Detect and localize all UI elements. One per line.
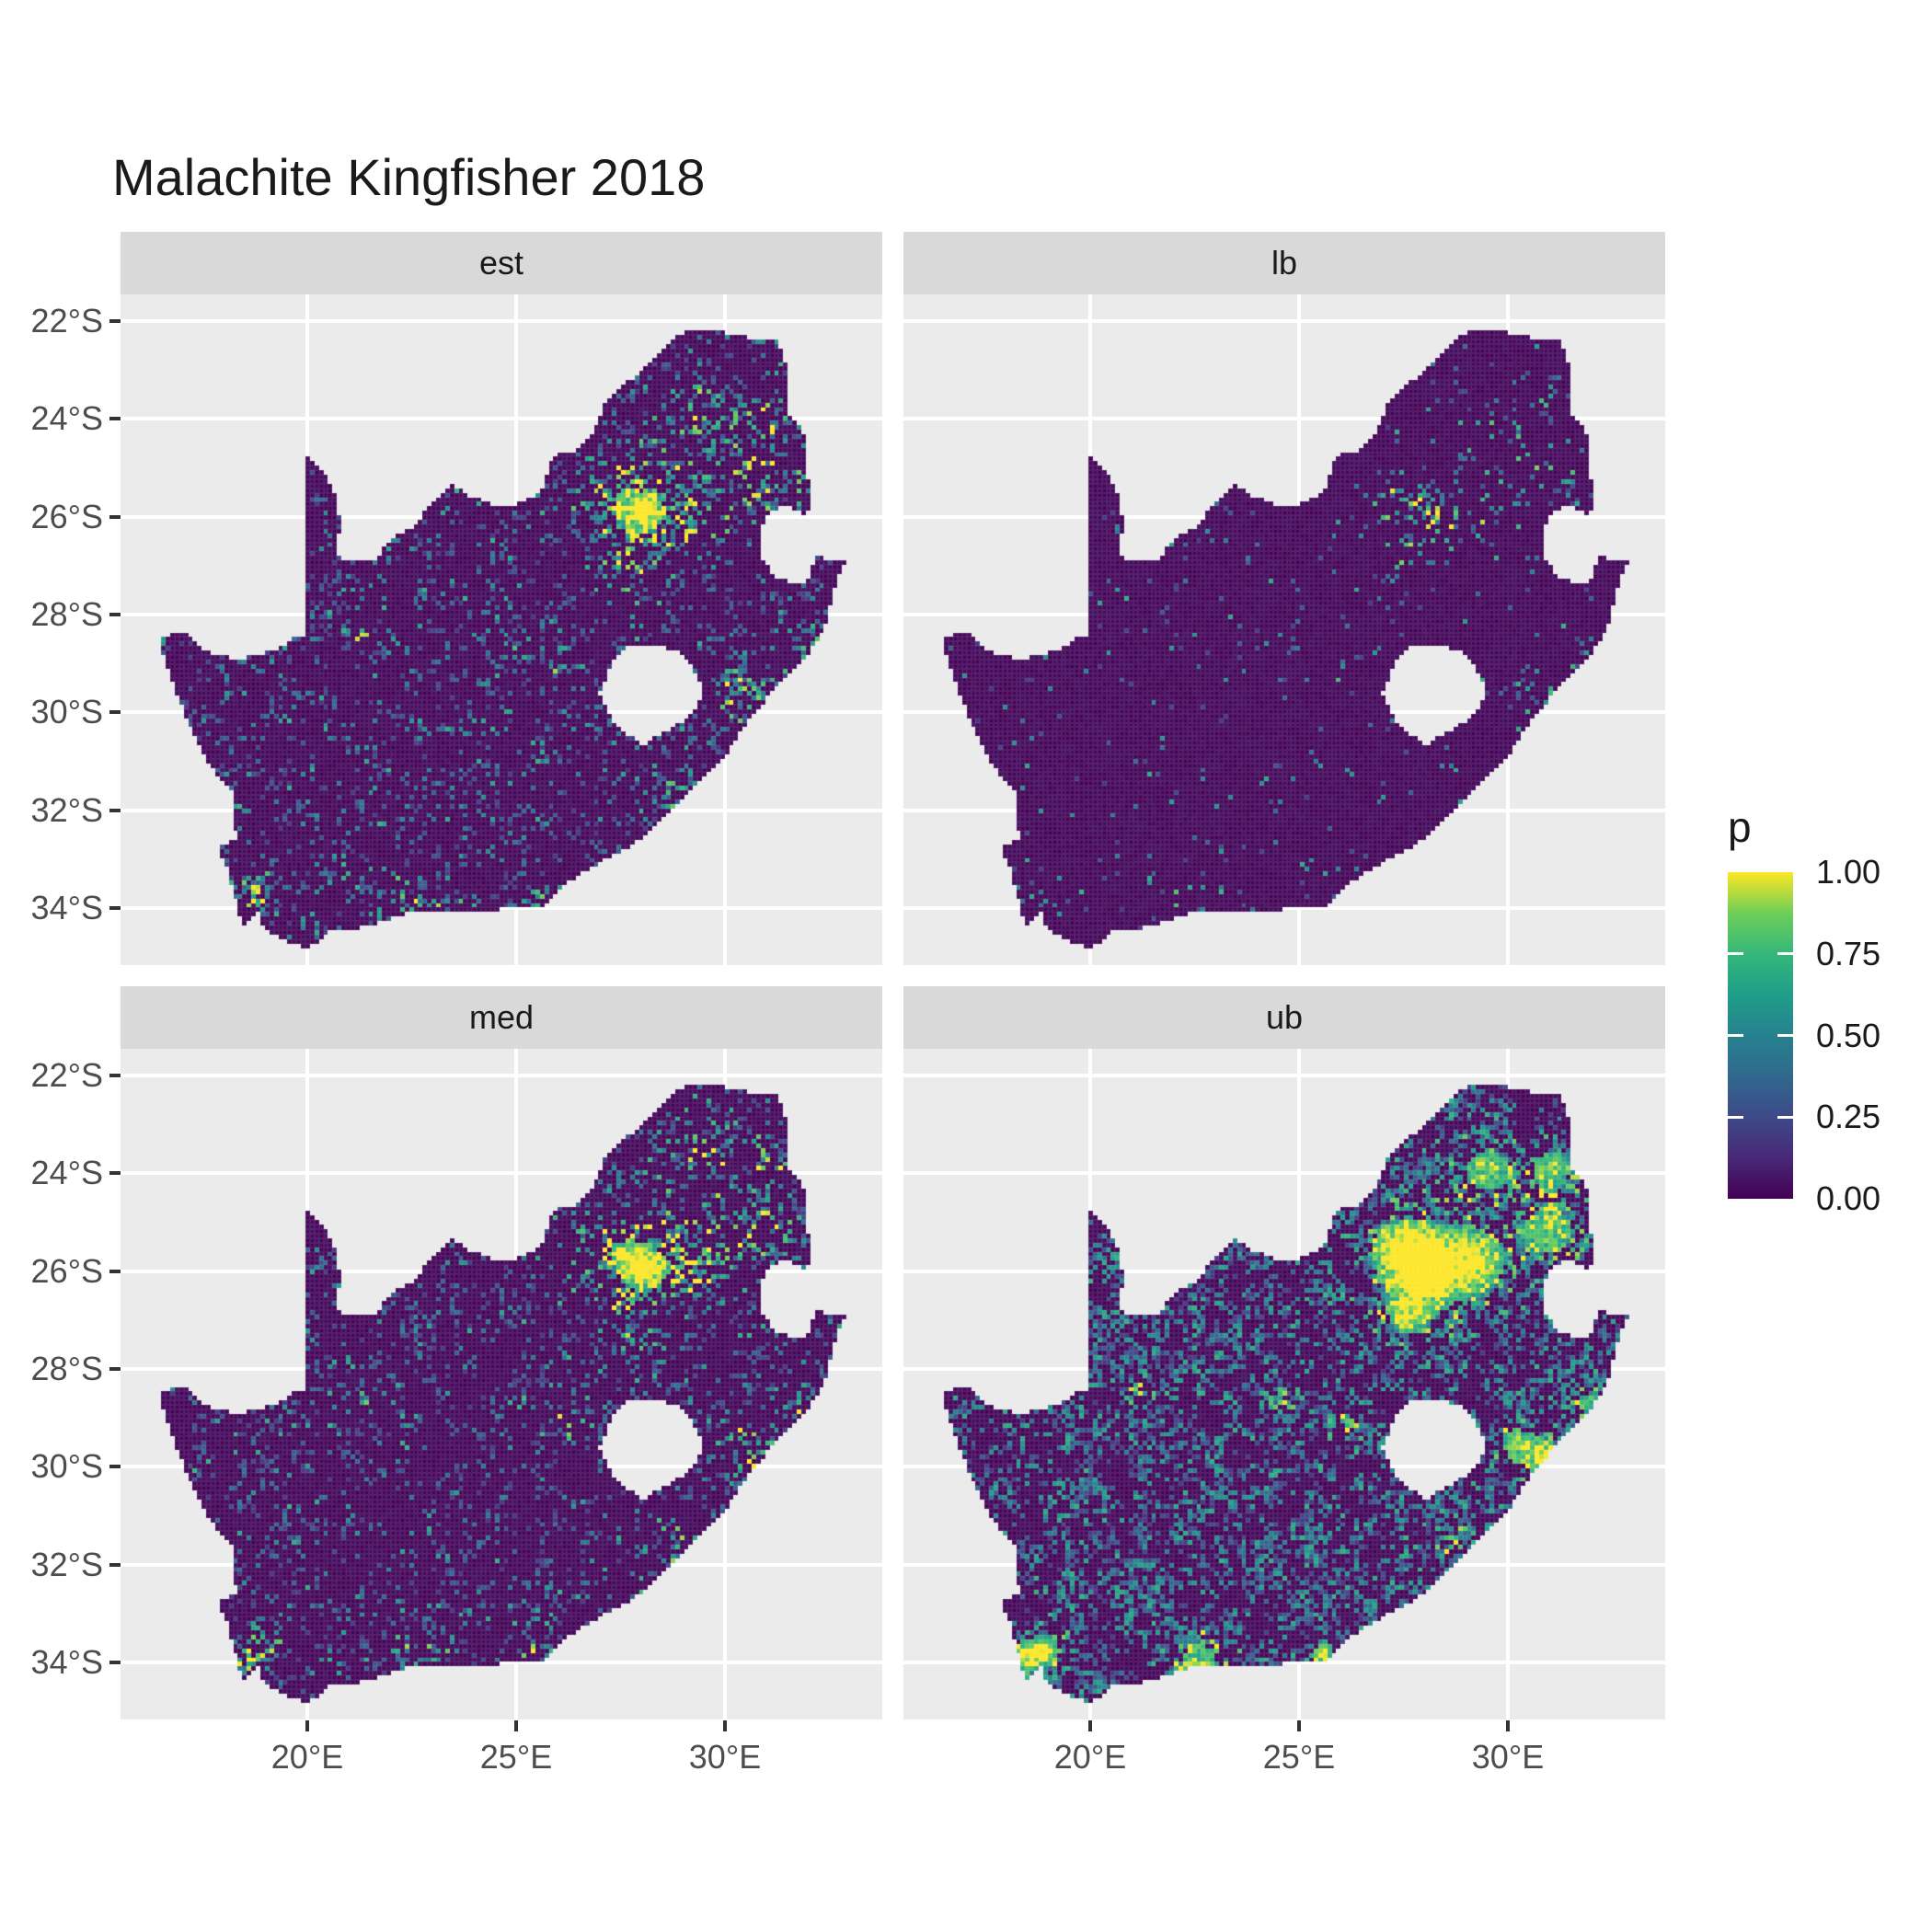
x-axis-tick-label: 25°E (1262, 1738, 1336, 1776)
y-axis-tick-mark (109, 1366, 121, 1371)
facet-panel-ub (903, 1049, 1665, 1719)
facet-strip-label: lb (1271, 244, 1298, 282)
legend-tick-mark (1777, 1034, 1793, 1037)
y-axis-tick-label: 24°S (30, 1154, 103, 1192)
legend-tick-mark (1728, 952, 1743, 956)
y-axis-tick-mark (109, 1660, 121, 1664)
legend-tick-mark (1777, 952, 1793, 956)
y-axis-tick-label: 32°S (30, 790, 103, 829)
facet-strip-med: med (121, 986, 882, 1049)
y-axis-tick-mark (109, 1562, 121, 1567)
y-axis-tick-label: 28°S (30, 594, 103, 633)
y-axis-tick-mark (109, 1074, 121, 1077)
facet-strip-ub: ub (903, 986, 1665, 1049)
x-axis-tick-label: 20°E (1053, 1738, 1127, 1776)
facet-strip-lb: lb (903, 232, 1665, 294)
legend-tick-label: 0.75 (1816, 934, 1881, 972)
y-axis-tick-label: 32°S (30, 1545, 103, 1583)
y-axis-tick-label: 28°S (30, 1349, 103, 1387)
x-axis-tick-mark (1506, 1720, 1510, 1731)
plot-title: Malachite Kingfisher 2018 (112, 148, 706, 206)
y-axis-tick-mark (109, 417, 121, 421)
x-axis-tick-label: 30°E (1471, 1738, 1545, 1776)
x-axis-tick-label: 25°E (479, 1738, 553, 1776)
legend-tick-mark (1728, 1115, 1743, 1119)
legend-title: p (1728, 803, 1752, 851)
x-axis-tick-mark (305, 1720, 309, 1731)
legend-tick-label: 0.50 (1816, 1016, 1881, 1054)
facet-panel-est (121, 294, 882, 965)
legend-tick-label: 1.00 (1816, 853, 1881, 891)
x-axis-tick-mark (723, 1720, 727, 1731)
facet-panel-lb (903, 294, 1665, 965)
facet-strip-label: est (478, 244, 524, 282)
y-axis-tick-label: 34°S (30, 1642, 103, 1681)
legend-tick-label: 0.25 (1816, 1098, 1881, 1136)
y-axis-tick-mark (109, 514, 121, 519)
x-axis-tick-mark (514, 1720, 518, 1731)
y-axis-tick-label: 26°S (30, 1251, 103, 1290)
y-axis-tick-label: 22°S (30, 302, 103, 339)
map-canvas-lb (903, 294, 1665, 965)
y-axis-tick-label: 34°S (30, 888, 103, 926)
x-axis-tick-mark (1297, 1720, 1301, 1731)
legend-tick-mark (1728, 1034, 1743, 1037)
y-axis-tick-mark (109, 808, 121, 812)
y-axis-tick-mark (109, 319, 121, 323)
y-axis-tick-label: 22°S (30, 1056, 103, 1094)
y-axis-tick-label: 30°S (30, 693, 103, 731)
y-axis-tick-label: 24°S (30, 399, 103, 438)
y-axis-tick-label: 30°S (30, 1447, 103, 1486)
x-axis-tick-mark (1088, 1720, 1092, 1731)
y-axis-tick-mark (109, 1171, 121, 1176)
y-axis-tick-mark (109, 612, 121, 616)
facet-strip-label: ub (1265, 998, 1304, 1036)
y-axis-tick-label: 26°S (30, 497, 103, 535)
x-axis-tick-label: 20°E (270, 1738, 344, 1776)
y-axis-tick-mark (109, 905, 121, 910)
map-canvas-est (121, 294, 882, 965)
map-canvas-med (121, 1049, 882, 1719)
map-canvas-ub (903, 1049, 1665, 1719)
facet-strip-est: est (121, 232, 882, 294)
y-axis-tick-mark (109, 710, 121, 715)
facet-panel-med (121, 1049, 882, 1719)
x-axis-tick-label: 30°E (688, 1738, 762, 1776)
y-axis-tick-mark (109, 1465, 121, 1469)
legend-tick-mark (1777, 1115, 1793, 1119)
y-axis-tick-mark (109, 1269, 121, 1273)
facet-strip-label: med (468, 998, 535, 1036)
legend-tick-label: 0.00 (1816, 1179, 1881, 1217)
